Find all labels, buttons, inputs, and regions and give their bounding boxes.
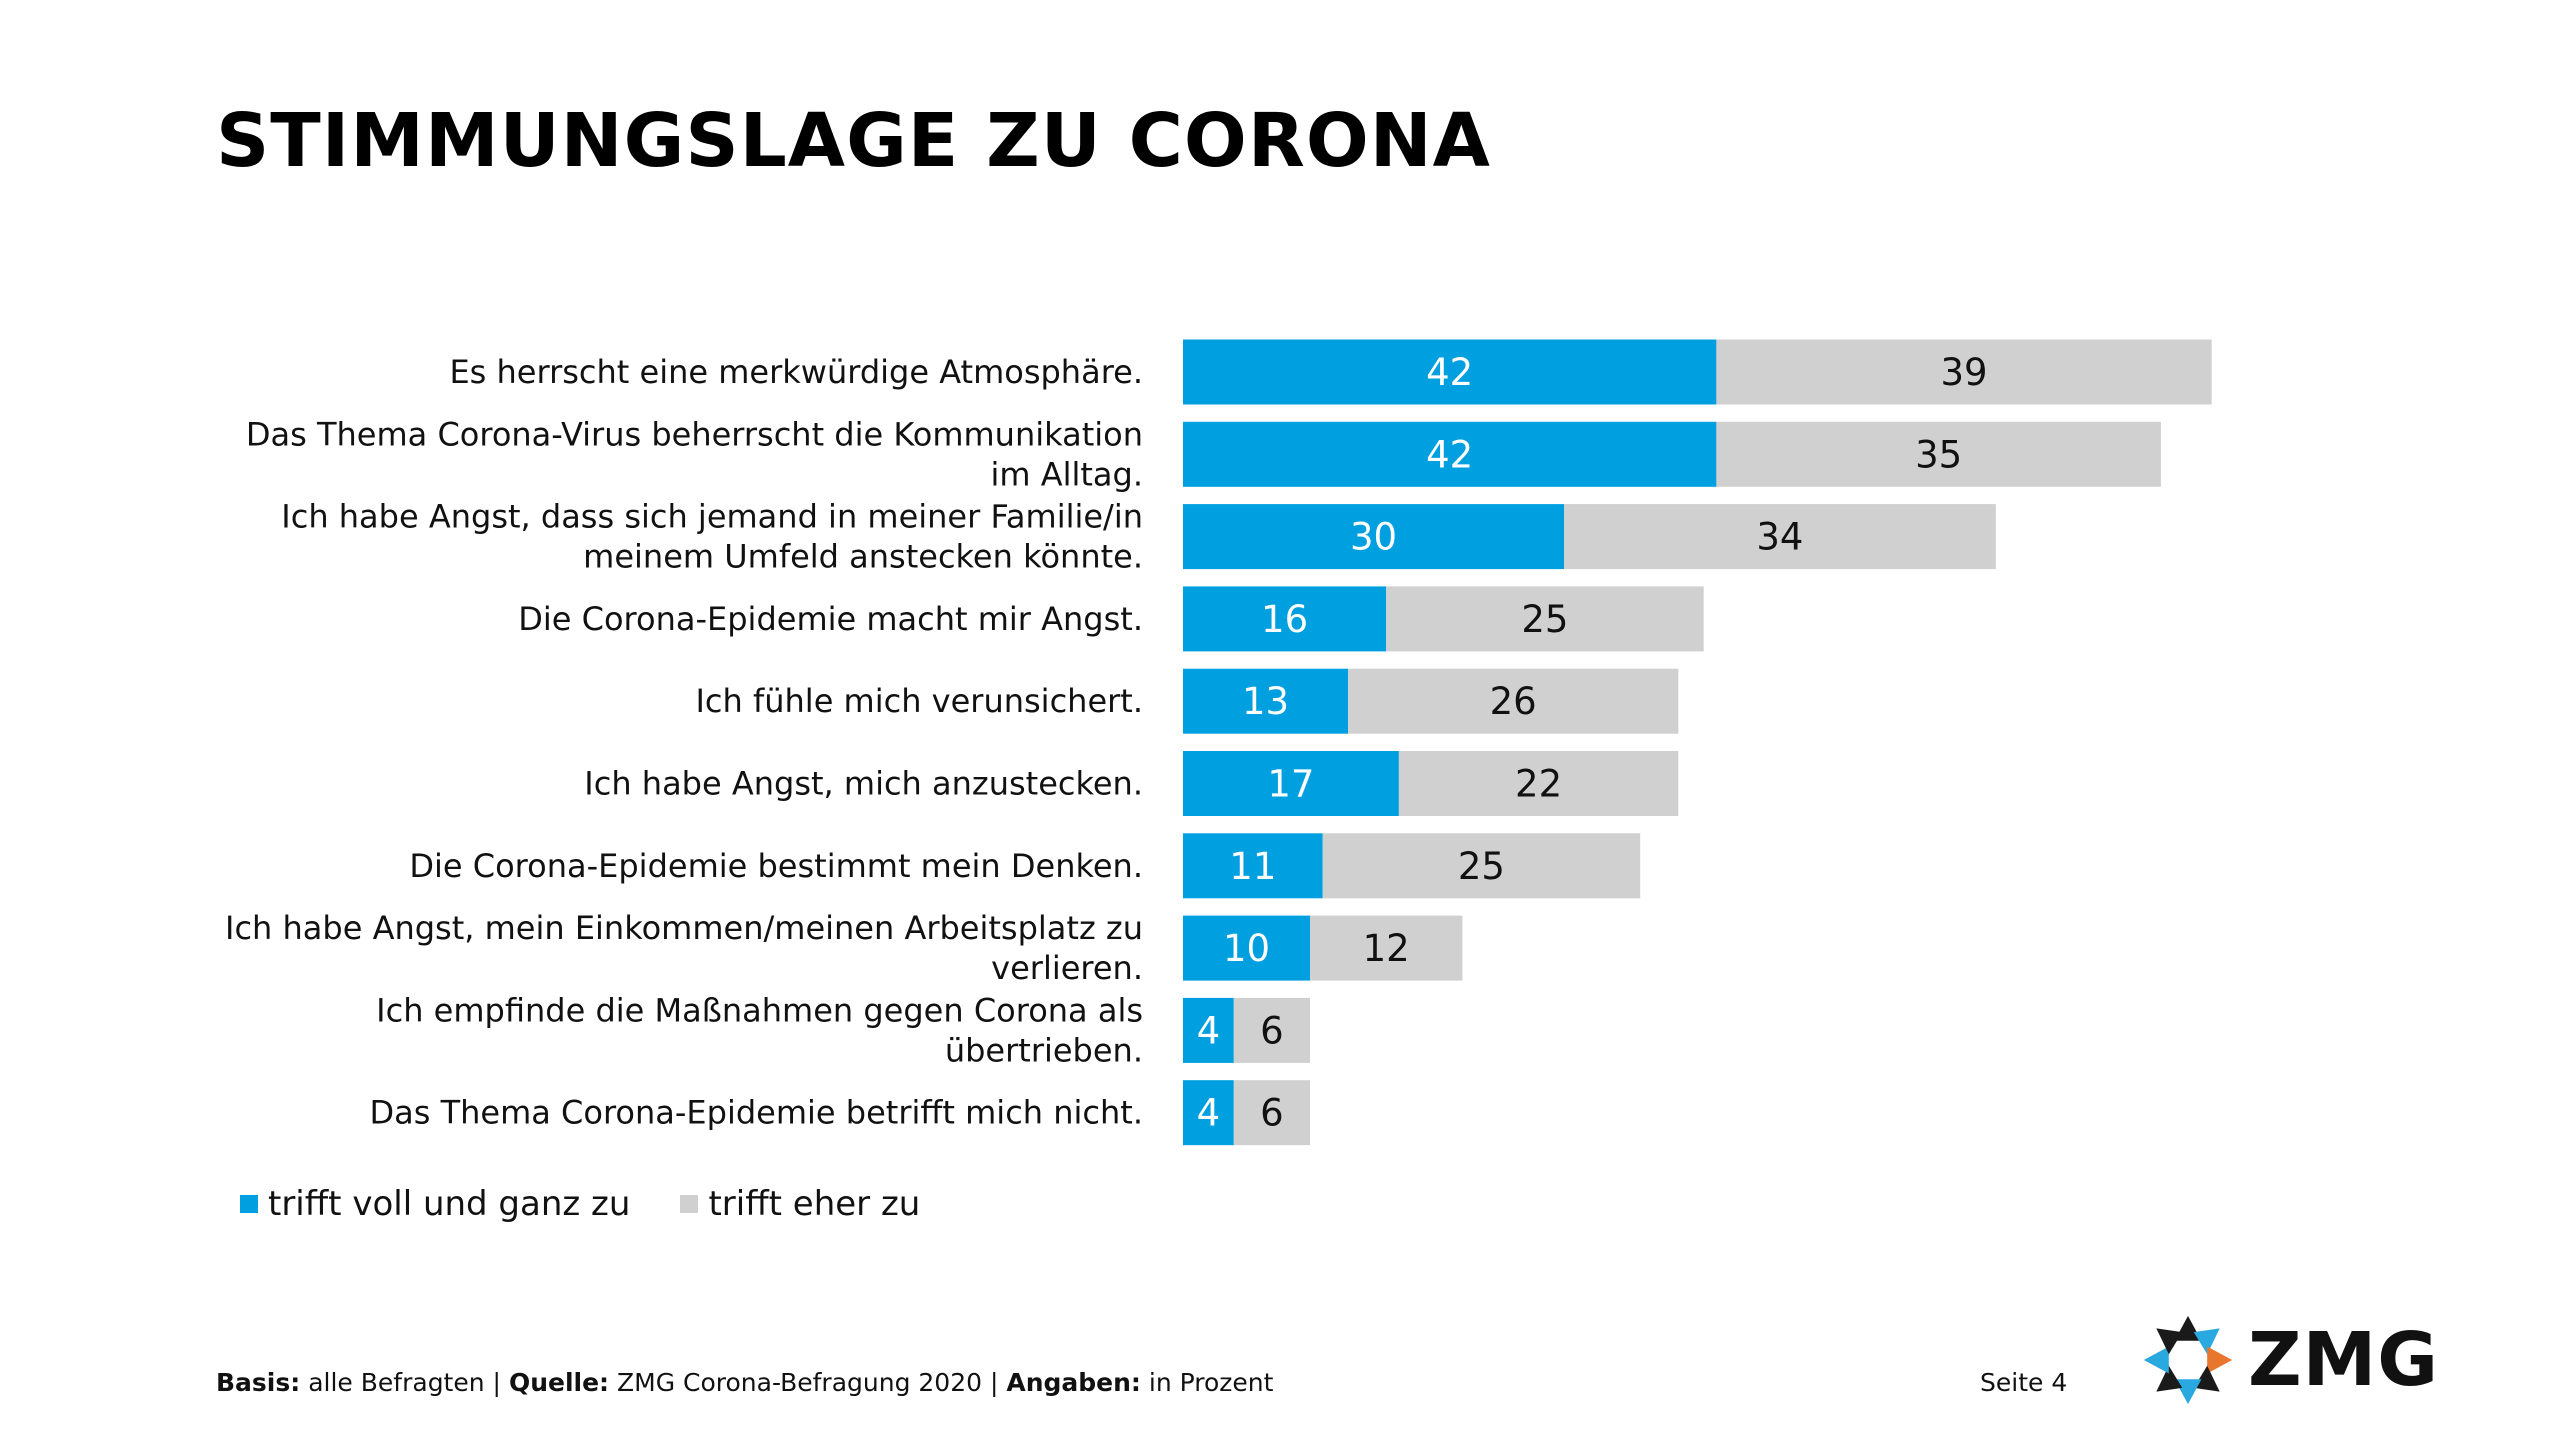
category-label: Das Thema Corona-Epidemie betrifft mich … <box>369 1094 1143 1132</box>
data-label: 16 <box>1261 598 1308 641</box>
data-label: 26 <box>1490 680 1537 723</box>
bar-segment-eher <box>1322 833 1641 899</box>
bar-segment-voll <box>1183 1080 1234 1146</box>
footer-basis-label: Basis: <box>216 1368 301 1397</box>
bar-segment-eher <box>1310 915 1463 981</box>
footer-quelle-label: Quelle: <box>508 1368 610 1397</box>
category-label: Ich empfinde die Maßnahmen gegen Corona … <box>376 991 1143 1069</box>
bar-segment-eher <box>1386 586 1704 652</box>
category-label: Das Thema Corona-Virus beherrscht die Ko… <box>246 415 1143 493</box>
legend-item-series1: trifft voll und ganz zu <box>240 1184 630 1224</box>
data-label: 34 <box>1756 516 1803 559</box>
bar-segment-eher <box>1348 668 1679 734</box>
bar-segment-voll <box>1183 751 1399 816</box>
zmg-logo: ZMG <box>2140 1312 2439 1408</box>
legend-swatch-series2 <box>680 1195 699 1213</box>
category-label: Ich fühle mich verunsichert. <box>695 682 1143 720</box>
chart-legend: trifft voll und ganz zu trifft eher zu <box>240 1184 970 1224</box>
category-label: Ich habe Angst, dass sich jemand in mein… <box>281 498 1143 576</box>
data-label: 13 <box>1242 680 1289 723</box>
data-label: 35 <box>1915 433 1962 476</box>
data-label: 25 <box>1521 598 1568 641</box>
data-label: 11 <box>1229 845 1276 888</box>
bar-segment-eher <box>1233 1080 1310 1146</box>
page-title: STIMMUNGSLAGE ZU CORONA <box>216 98 1491 184</box>
bar-segment-eher <box>1716 421 2161 487</box>
data-label: 42 <box>1426 351 1473 394</box>
data-label: 30 <box>1350 516 1397 559</box>
bar-segment-eher <box>1716 339 2212 405</box>
category-label: Die Corona-Epidemie macht mir Angst. <box>518 600 1143 638</box>
data-label: 25 <box>1458 845 1505 888</box>
data-label: 42 <box>1426 433 1473 476</box>
bar-segment-voll <box>1183 668 1349 734</box>
zmg-logo-text: ZMG <box>2248 1317 2440 1403</box>
footer-separator: | <box>492 1368 501 1397</box>
data-label: 6 <box>1260 1092 1284 1135</box>
page-number: Seite 4 <box>1980 1368 2068 1397</box>
data-label: 4 <box>1197 1092 1221 1135</box>
legend-item-series2: trifft eher zu <box>680 1184 920 1224</box>
bar-segment-voll <box>1183 997 1234 1063</box>
footer-basis-value: alle Befragten <box>308 1368 485 1397</box>
data-label: 6 <box>1260 1009 1284 1052</box>
bar-segment-voll <box>1183 339 1717 405</box>
legend-label-series2: trifft eher zu <box>708 1184 921 1224</box>
data-label: 22 <box>1515 763 1562 806</box>
bar-segment-eher <box>1398 751 1679 816</box>
footer-angaben-value: in Prozent <box>1148 1368 1274 1397</box>
bar-segment-voll <box>1183 504 1564 570</box>
bar-segment-eher <box>1233 997 1310 1063</box>
footer-quelle-value: ZMG Corona-Befragung 2020 <box>617 1368 983 1397</box>
bar-segment-voll <box>1183 586 1387 652</box>
bar-segment-eher <box>1564 504 1996 570</box>
category-label: Ich habe Angst, mich anzustecken. <box>584 765 1143 803</box>
data-label: 12 <box>1363 927 1410 970</box>
footer-separator: | <box>989 1368 999 1397</box>
legend-swatch-series1 <box>240 1195 258 1213</box>
category-label: Es herrscht eine merkwürdige Atmosphäre. <box>449 353 1143 391</box>
bar-segment-voll <box>1183 915 1310 981</box>
data-label: 4 <box>1197 1009 1221 1052</box>
footer-source: Basis: alle Befragten | Quelle: ZMG Coro… <box>216 1368 1273 1397</box>
data-label: 17 <box>1267 763 1314 806</box>
legend-label-series1: trifft voll und ganz zu <box>268 1184 631 1224</box>
data-label: 10 <box>1223 927 1270 970</box>
bar-segment-voll <box>1183 421 1717 487</box>
category-label: Die Corona-Epidemie bestimmt mein Denken… <box>409 847 1143 885</box>
category-label: Ich habe Angst, mein Einkommen/meinen Ar… <box>225 909 1143 987</box>
zmg-logo-icon <box>2143 1315 2233 1405</box>
bar-segment-voll <box>1183 833 1323 899</box>
data-label: 39 <box>1941 351 1988 394</box>
footer-angaben-label: Angaben: <box>1006 1368 1141 1397</box>
